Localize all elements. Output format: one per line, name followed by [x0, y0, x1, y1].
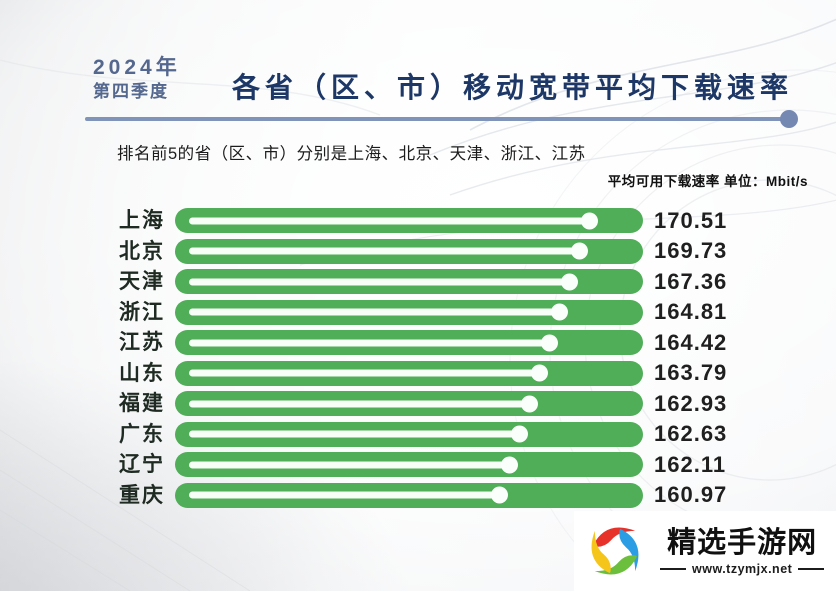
bar-track-line — [189, 430, 520, 438]
bar-knob-dot — [580, 212, 598, 229]
bar-knob-dot — [560, 273, 578, 290]
chart-row: 辽宁 162.11 — [0, 452, 836, 477]
report-period: 2024年 第四季度 — [93, 55, 181, 102]
speed-bar — [175, 482, 643, 508]
chart-row: 山东 163.79 — [0, 360, 836, 386]
bar-knob-dot — [521, 395, 539, 412]
speed-bar — [175, 330, 643, 355]
bar-chart: 上海 170.51 北京 169.73 天津 167.36 浙江 164.81 江苏 164.42… — [0, 208, 836, 513]
header-divider-line — [85, 110, 798, 128]
speed-value: 160.97 — [654, 482, 728, 507]
bar-track-line — [189, 400, 530, 407]
watermark-text: 精选手游网 www.tzymjx.net — [654, 526, 830, 576]
url-left-dash — [660, 568, 686, 570]
province-label: 山东 — [119, 361, 165, 385]
watermark-url-row: www.tzymjx.net — [654, 562, 830, 576]
speed-value: 162.63 — [654, 421, 728, 446]
province-label: 广东 — [119, 422, 165, 446]
pinwheel-logo-icon — [591, 527, 639, 575]
speed-bar — [175, 238, 643, 264]
page-title: 各省（区、市）移动宽带平均下载速率 — [232, 72, 794, 103]
province-label: 福建 — [119, 392, 165, 415]
watermark-site-name: 精选手游网 — [667, 527, 818, 559]
chart-row: 广东 162.63 — [0, 421, 836, 447]
bar-knob-dot — [491, 486, 509, 504]
chart-row: 浙江 164.81 — [0, 299, 836, 325]
speed-value: 163.79 — [654, 360, 728, 385]
divider-end-dot — [780, 110, 798, 128]
speed-bar — [175, 299, 643, 325]
bar-knob-dot — [531, 364, 549, 382]
chart-row: 上海 170.51 — [0, 208, 836, 233]
speed-value: 164.42 — [654, 329, 728, 355]
bar-track-line — [189, 278, 570, 285]
bar-knob-dot — [550, 303, 568, 321]
speed-value: 162.93 — [654, 390, 728, 416]
speed-value: 164.81 — [654, 299, 728, 324]
speed-value: 162.11 — [654, 451, 727, 477]
top5-summary-text: 排名前5的省（区、市）分别是上海、北京、天津、浙江、江苏 — [117, 145, 586, 163]
period-year: 2024年 — [93, 56, 181, 79]
speed-bar — [175, 208, 643, 233]
period-quarter: 第四季度 — [93, 82, 169, 101]
province-label: 重庆 — [119, 483, 165, 507]
speed-bar — [175, 421, 643, 447]
speed-bar — [175, 269, 643, 294]
bar-knob-dot — [501, 456, 519, 473]
bar-track-line — [189, 247, 580, 255]
watermark-site-url: www.tzymjx.net — [692, 562, 793, 576]
speed-bar — [175, 360, 643, 386]
bar-knob-dot — [570, 242, 588, 260]
bar-knob-dot — [540, 334, 558, 351]
bar-track-line — [189, 369, 540, 377]
bar-knob-dot — [511, 425, 529, 443]
speed-value: 170.51 — [654, 207, 728, 233]
watermark-box: 精选手游网 www.tzymjx.net — [574, 511, 836, 591]
bar-track-line — [189, 491, 500, 499]
bar-track-line — [189, 461, 510, 468]
speed-bar — [175, 391, 643, 416]
province-label: 天津 — [119, 270, 165, 293]
bar-track-line — [189, 217, 590, 224]
chart-row: 福建 162.93 — [0, 391, 836, 416]
province-label: 北京 — [119, 239, 165, 263]
province-label: 浙江 — [119, 300, 165, 324]
chart-row: 北京 169.73 — [0, 238, 836, 264]
bar-track-line — [189, 308, 560, 316]
url-right-dash — [798, 568, 825, 570]
bar-track-line — [189, 339, 550, 346]
chart-row: 天津 167.36 — [0, 269, 836, 294]
speed-value: 169.73 — [654, 238, 728, 263]
chart-row: 江苏 164.42 — [0, 330, 836, 355]
speed-value: 167.36 — [654, 268, 728, 294]
province-label: 江苏 — [119, 331, 165, 354]
speed-bar — [175, 452, 643, 477]
province-label: 辽宁 — [119, 453, 165, 476]
unit-label: 平均可用下载速率 单位：Mbit/s — [607, 174, 808, 189]
chart-row: 重庆 160.97 — [0, 482, 836, 508]
province-label: 上海 — [119, 209, 165, 232]
